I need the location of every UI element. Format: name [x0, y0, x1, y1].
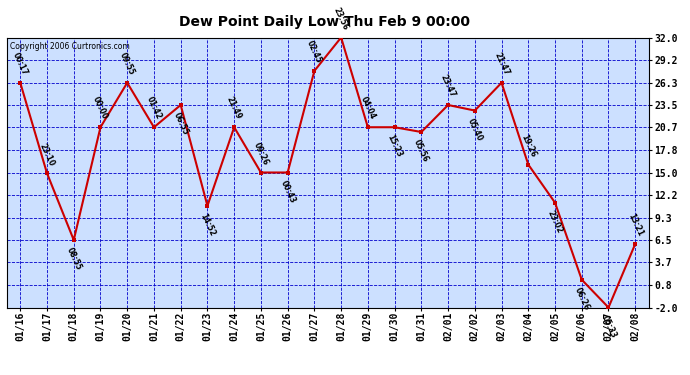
Text: 13:21: 13:21 [626, 212, 644, 238]
Text: 23:10: 23:10 [38, 141, 56, 167]
Text: 15:23: 15:23 [386, 134, 404, 159]
Text: 02:45: 02:45 [305, 39, 324, 65]
Text: 21:47: 21:47 [493, 51, 511, 77]
Text: 04:04: 04:04 [359, 96, 377, 121]
Text: 00:00: 00:00 [91, 96, 110, 121]
Text: 08:55: 08:55 [65, 246, 83, 272]
Text: Dew Point Daily Low Thu Feb 9 00:00: Dew Point Daily Low Thu Feb 9 00:00 [179, 15, 470, 29]
Text: 23:56: 23:56 [332, 6, 351, 32]
Text: 05:33: 05:33 [600, 314, 618, 339]
Text: Copyright 2006 Curtronics.com: Copyright 2006 Curtronics.com [10, 42, 130, 51]
Text: 06:55: 06:55 [172, 111, 190, 136]
Text: 19:26: 19:26 [519, 133, 538, 159]
Text: 21:49: 21:49 [225, 96, 244, 121]
Text: 23:02: 23:02 [546, 209, 564, 234]
Text: 09:55: 09:55 [118, 51, 137, 76]
Text: 05:40: 05:40 [466, 117, 484, 142]
Text: 14:52: 14:52 [198, 212, 217, 237]
Text: 23:47: 23:47 [439, 73, 457, 99]
Text: 00:43: 00:43 [279, 178, 297, 204]
Text: 06:26: 06:26 [573, 286, 591, 312]
Text: 00:17: 00:17 [11, 51, 30, 77]
Text: 09:26: 09:26 [252, 141, 270, 166]
Text: 05:56: 05:56 [412, 138, 431, 164]
Text: 01:42: 01:42 [145, 96, 163, 121]
